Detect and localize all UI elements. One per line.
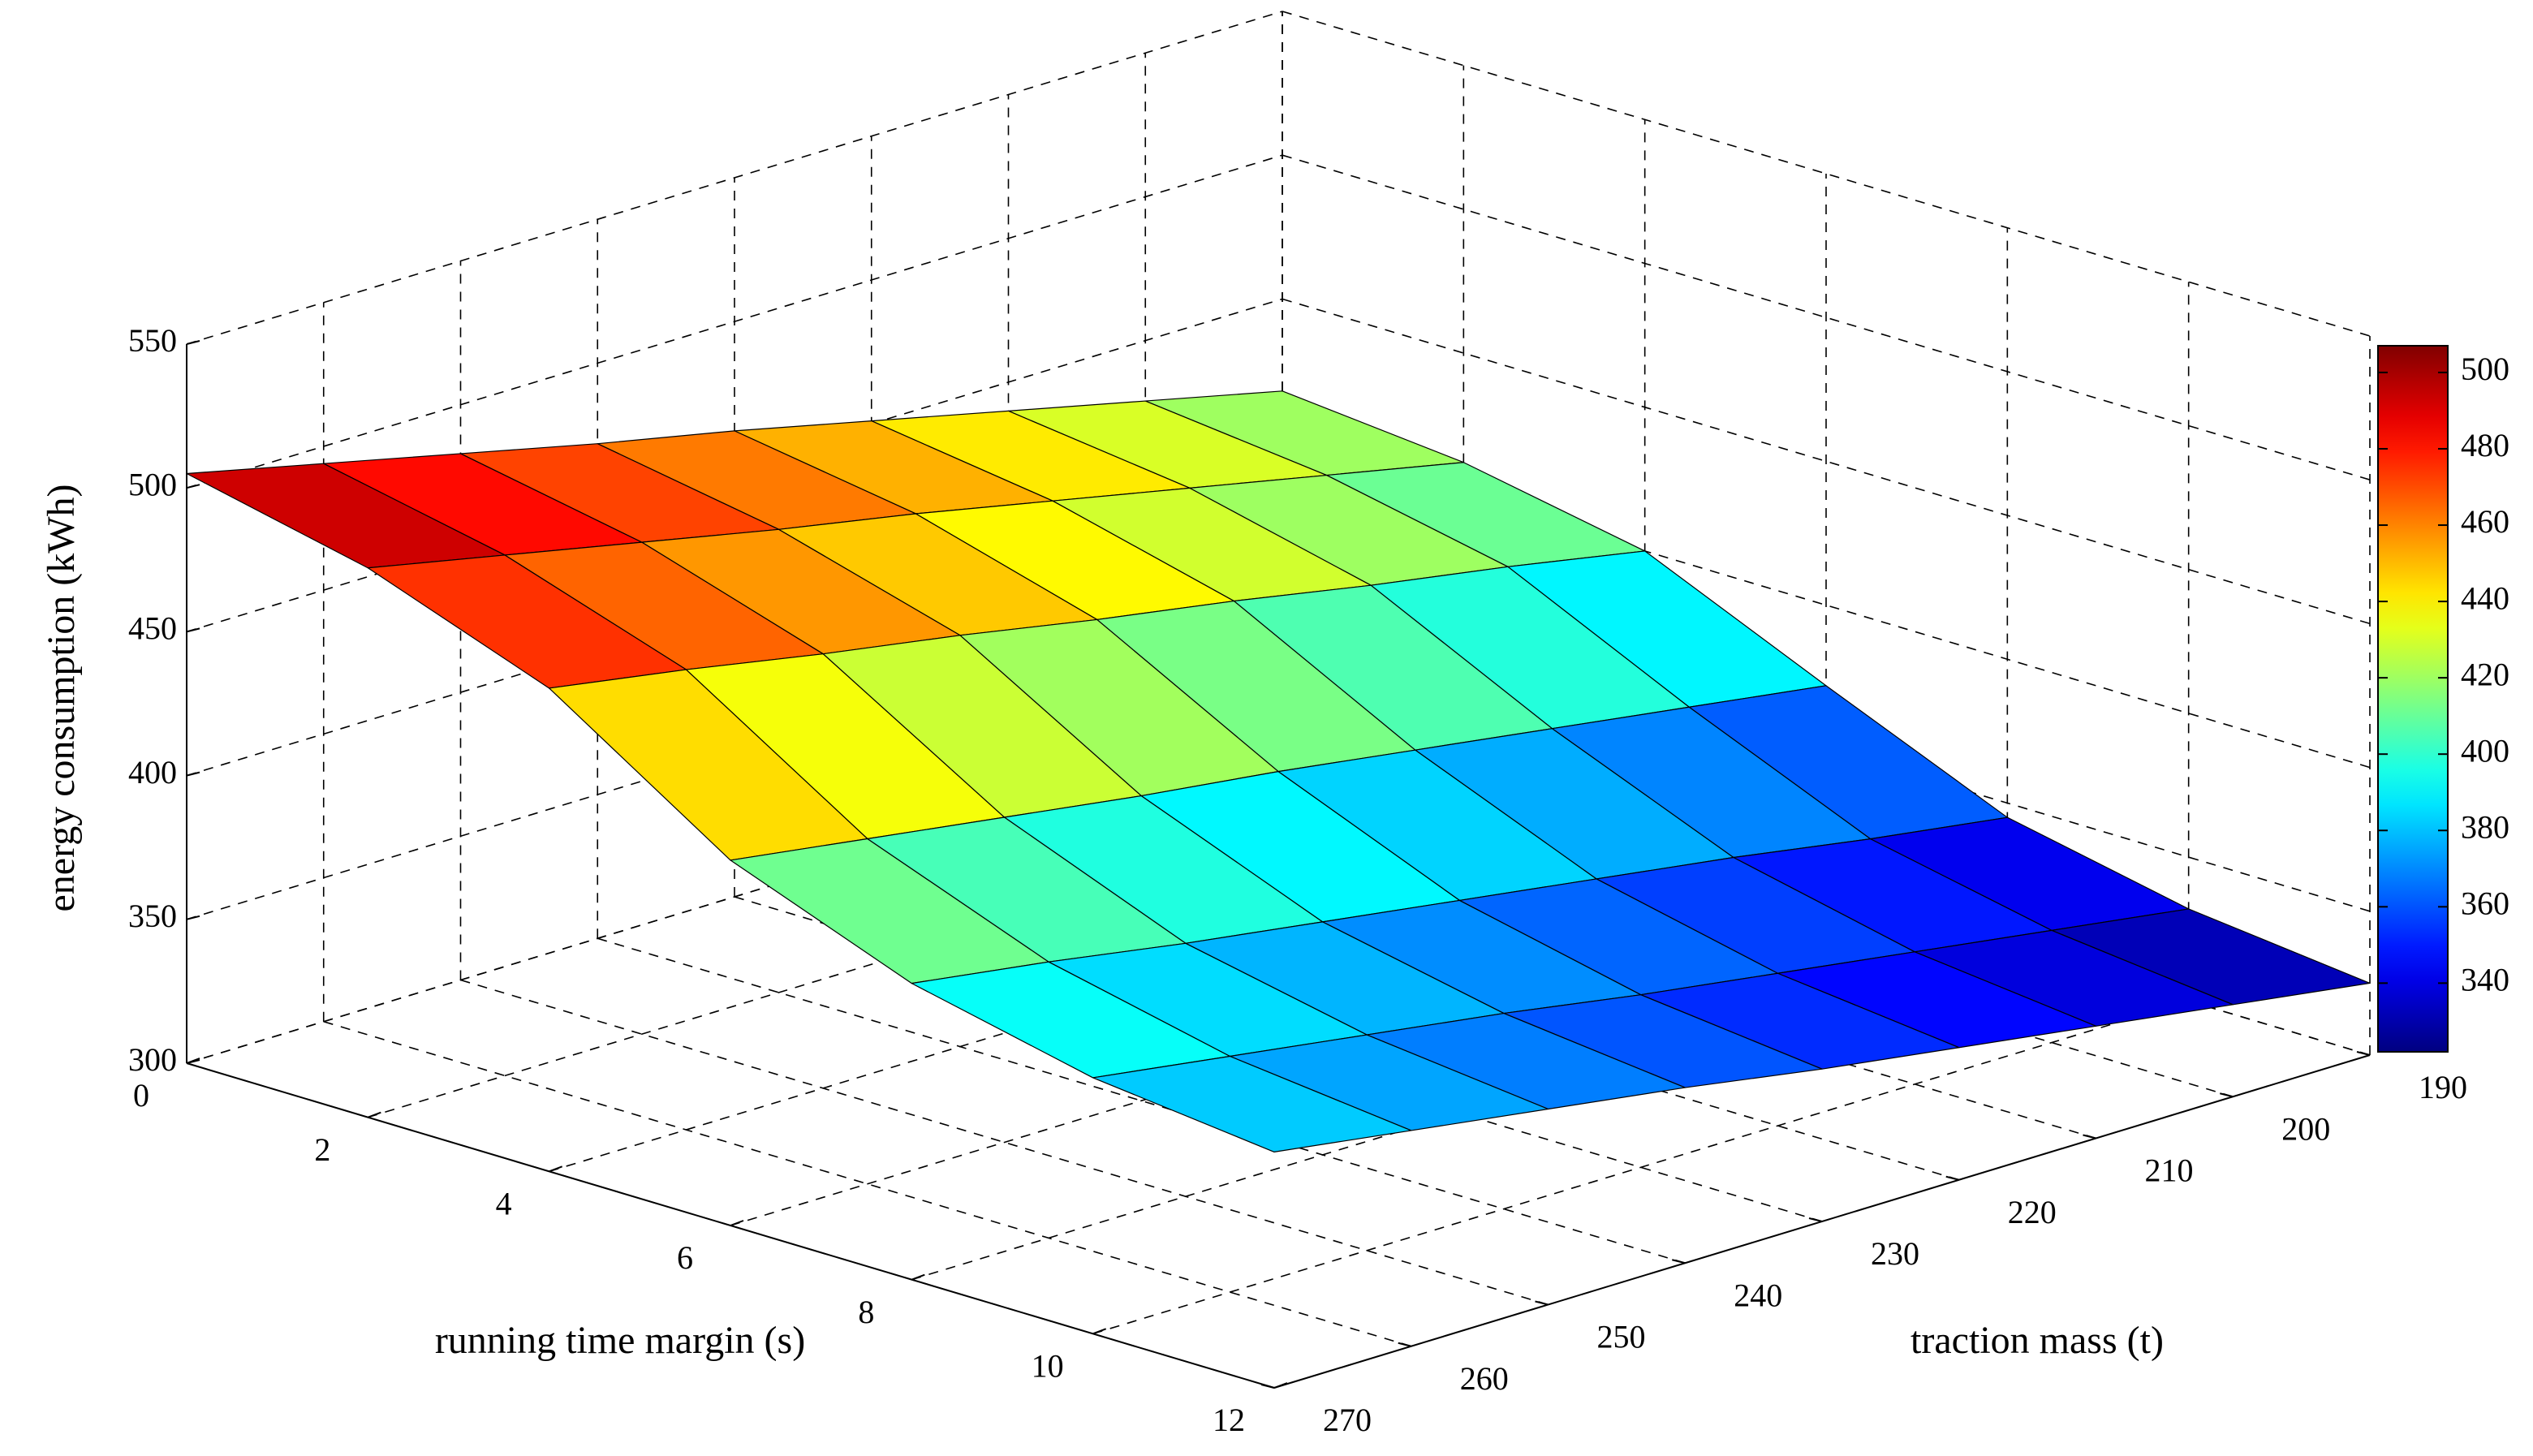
colorbar-tick-label: 360 — [2461, 885, 2509, 921]
grid-line — [1092, 1000, 2189, 1335]
z-tick-label: 550 — [128, 322, 177, 359]
colorbar-tick-label: 440 — [2461, 579, 2509, 616]
x-tick-label: 0 — [133, 1077, 149, 1114]
x-tick-label: 2 — [314, 1131, 330, 1168]
x-tick — [730, 1220, 744, 1226]
colorbar-tick-label: 480 — [2461, 427, 2509, 463]
y-tick-label: 220 — [2008, 1194, 2057, 1230]
y-tick — [1945, 1175, 1959, 1181]
x-tick-label: 6 — [677, 1239, 693, 1276]
colorbar-tick-label: 340 — [2461, 962, 2509, 998]
z-tick-label: 300 — [128, 1041, 177, 1078]
y-tick-label: 210 — [2145, 1152, 2194, 1189]
x-tick — [186, 1058, 200, 1064]
y-tick-label: 270 — [1323, 1402, 1372, 1438]
y-tick-label: 230 — [1871, 1235, 1919, 1272]
y-axis-label: traction mass (t) — [1911, 1319, 2164, 1362]
x-tick-label: 10 — [1032, 1348, 1064, 1385]
x-tick — [1273, 1382, 1288, 1389]
z-tick-label: 500 — [128, 466, 177, 502]
colorbar-tick-label: 500 — [2461, 351, 2509, 387]
y-tick-label: 240 — [1734, 1277, 1782, 1313]
colorbar-tick-label: 380 — [2461, 808, 2509, 845]
z-tick — [186, 340, 200, 345]
z-tick — [186, 771, 200, 777]
z-axis-label: energy consumption (kWh) — [40, 485, 83, 912]
colorbar — [2377, 345, 2449, 1053]
y-tick — [2356, 1051, 2371, 1056]
z-tick — [186, 627, 200, 633]
x-tick-label: 12 — [1213, 1402, 1245, 1438]
x-tick — [911, 1273, 925, 1281]
colorbar-tick-label: 400 — [2461, 732, 2509, 769]
colorbar-tick-label: 420 — [2461, 656, 2509, 692]
y-tick-label: 260 — [1460, 1360, 1509, 1397]
x-axis-label: running time margin (s) — [435, 1319, 805, 1362]
y-tick — [2083, 1134, 2096, 1139]
x-tick — [549, 1165, 563, 1173]
x-tick-label: 8 — [858, 1294, 874, 1330]
z-tick-label: 350 — [128, 898, 177, 934]
y-tick-label: 250 — [1597, 1319, 1646, 1355]
x-tick-label: 4 — [496, 1186, 512, 1222]
y-tick — [1808, 1217, 1823, 1222]
y-tick — [1398, 1342, 1411, 1347]
y-tick-label: 190 — [2419, 1069, 2467, 1105]
z-tick — [186, 915, 200, 920]
y-tick — [1260, 1384, 1275, 1389]
z-tick-label: 450 — [128, 610, 177, 647]
y-tick — [1672, 1259, 1686, 1264]
y-tick — [2220, 1092, 2234, 1098]
y-tick — [1535, 1300, 1549, 1306]
y-tick-label: 200 — [2281, 1110, 2330, 1147]
surface-facet — [1092, 1055, 1412, 1152]
z-tick — [186, 484, 200, 489]
x-tick — [1092, 1328, 1107, 1335]
z-tick-label: 400 — [128, 754, 177, 790]
x-tick — [367, 1111, 381, 1118]
colorbar-tick-label: 460 — [2461, 503, 2509, 540]
